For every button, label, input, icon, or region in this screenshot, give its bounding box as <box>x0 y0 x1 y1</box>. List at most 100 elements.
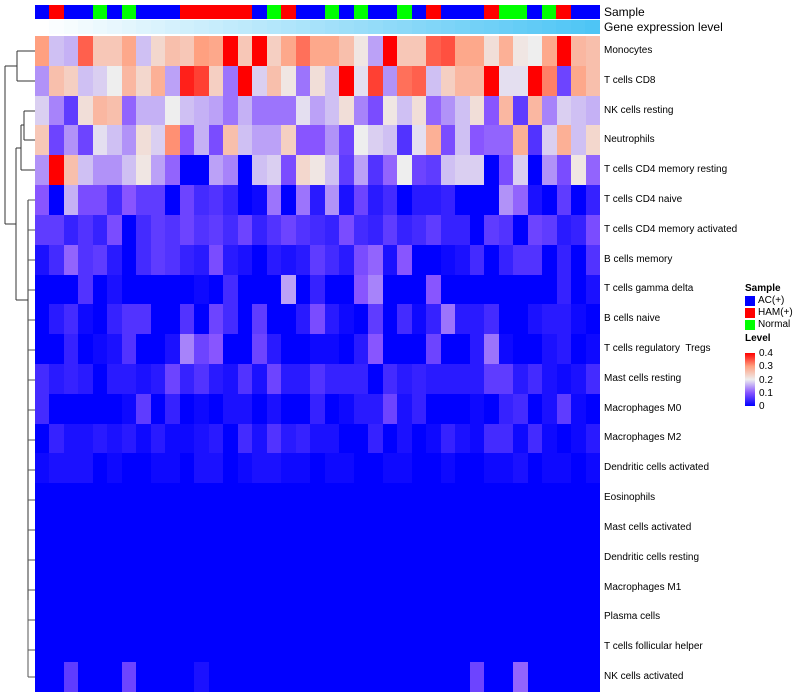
expression-annotation-cell <box>252 20 267 34</box>
heatmap-cell <box>324 125 340 156</box>
heatmap-cell <box>208 274 224 305</box>
heatmap-cell <box>339 274 354 305</box>
heatmap-cell <box>382 36 398 66</box>
heatmap-cell <box>353 65 369 96</box>
heatmap-cell <box>382 155 398 186</box>
heatmap-cell <box>411 185 427 215</box>
heatmap-cell <box>339 632 354 663</box>
heatmap-cell <box>498 274 514 305</box>
heatmap-cell <box>194 244 209 275</box>
heatmap-cell <box>49 513 64 543</box>
heatmap-cell <box>542 393 557 424</box>
heatmap-cell <box>426 214 441 245</box>
heatmap-cell <box>179 65 195 96</box>
heatmap-cell <box>295 185 311 215</box>
heatmap-cell <box>571 364 586 394</box>
heatmap-cell <box>498 483 514 514</box>
heatmap-cell <box>339 483 354 514</box>
legend-label: AC(+) <box>758 295 785 306</box>
heatmap-cell <box>92 662 108 692</box>
heatmap-cell <box>165 36 180 66</box>
heatmap-cell <box>281 65 296 96</box>
row-label: B cells naive <box>604 313 661 325</box>
heatmap-cell <box>150 95 166 126</box>
sample-annotation-cell <box>310 5 325 19</box>
heatmap-cell <box>107 513 122 543</box>
sample-annotation-label: Sample <box>604 5 645 19</box>
sample-annotation-cell <box>136 5 151 19</box>
heatmap-cell <box>498 602 514 633</box>
heatmap-cell <box>281 632 296 663</box>
heatmap-cell <box>353 453 369 484</box>
heatmap-cell <box>571 334 586 364</box>
row-label: NK cells resting <box>604 104 674 116</box>
heatmap-cell <box>136 364 151 394</box>
heatmap-cell <box>266 572 282 603</box>
expression-annotation-cell <box>353 20 369 34</box>
heatmap-cell <box>542 453 557 484</box>
heatmap-cell <box>527 95 543 126</box>
heatmap-cell <box>339 125 354 156</box>
heatmap-cell <box>571 632 586 663</box>
heatmap-cell <box>150 244 166 275</box>
heatmap-cell <box>179 572 195 603</box>
heatmap-cell <box>121 423 137 454</box>
heatmap-cell <box>107 334 122 364</box>
heatmap-cell <box>121 483 137 514</box>
heatmap-cell <box>324 304 340 335</box>
heatmap-cell <box>281 185 296 215</box>
heatmap-cell <box>426 36 441 66</box>
heatmap-cell <box>310 244 325 275</box>
heatmap-cell <box>281 244 296 275</box>
heatmap-cell <box>281 572 296 603</box>
heatmap-cell <box>411 393 427 424</box>
heatmap-cell <box>440 125 456 156</box>
heatmap-cell <box>252 572 267 603</box>
heatmap-cell <box>426 632 441 663</box>
heatmap-cell <box>78 334 93 364</box>
heatmap-cell <box>252 632 267 663</box>
heatmap-cell <box>150 334 166 364</box>
heatmap-cell <box>339 542 354 573</box>
heatmap-cell <box>237 95 253 126</box>
heatmap-cell <box>35 214 50 245</box>
heatmap-cell <box>542 483 557 514</box>
heatmap-cell <box>484 542 499 573</box>
heatmap-cell <box>368 125 383 156</box>
heatmap-cell <box>571 602 586 633</box>
heatmap-cell <box>63 304 79 335</box>
heatmap-cell <box>295 483 311 514</box>
heatmap-cell <box>469 364 485 394</box>
heatmap-cell <box>237 244 253 275</box>
heatmap-cell <box>223 274 238 305</box>
heatmap-cell <box>179 602 195 633</box>
sample-annotation-cell <box>78 5 93 19</box>
heatmap-cell <box>455 185 470 215</box>
heatmap-cell <box>513 542 528 573</box>
heatmap-cell <box>324 483 340 514</box>
heatmap-cell <box>368 632 383 663</box>
heatmap-cell <box>527 36 543 66</box>
heatmap-cell <box>208 155 224 186</box>
heatmap-cell <box>121 274 137 305</box>
heatmap-cell <box>35 364 50 394</box>
heatmap-cell <box>542 632 557 663</box>
heatmap-cell <box>35 483 50 514</box>
heatmap-cell <box>498 125 514 156</box>
heatmap-cell <box>237 334 253 364</box>
heatmap-cell <box>469 483 485 514</box>
heatmap-cell <box>368 423 383 454</box>
expression-annotation-cell <box>469 20 485 34</box>
sample-annotation-cell <box>208 5 224 19</box>
heatmap-cell <box>49 214 64 245</box>
heatmap-cell <box>527 513 543 543</box>
heatmap-cell <box>107 36 122 66</box>
sample-annotation-cell <box>165 5 180 19</box>
heatmap-cell <box>35 393 50 424</box>
heatmap-cell <box>35 662 50 692</box>
heatmap-cell <box>35 185 50 215</box>
heatmap-cell <box>165 453 180 484</box>
heatmap-cell <box>455 662 470 692</box>
heatmap-cell <box>339 572 354 603</box>
heatmap-cell <box>339 602 354 633</box>
